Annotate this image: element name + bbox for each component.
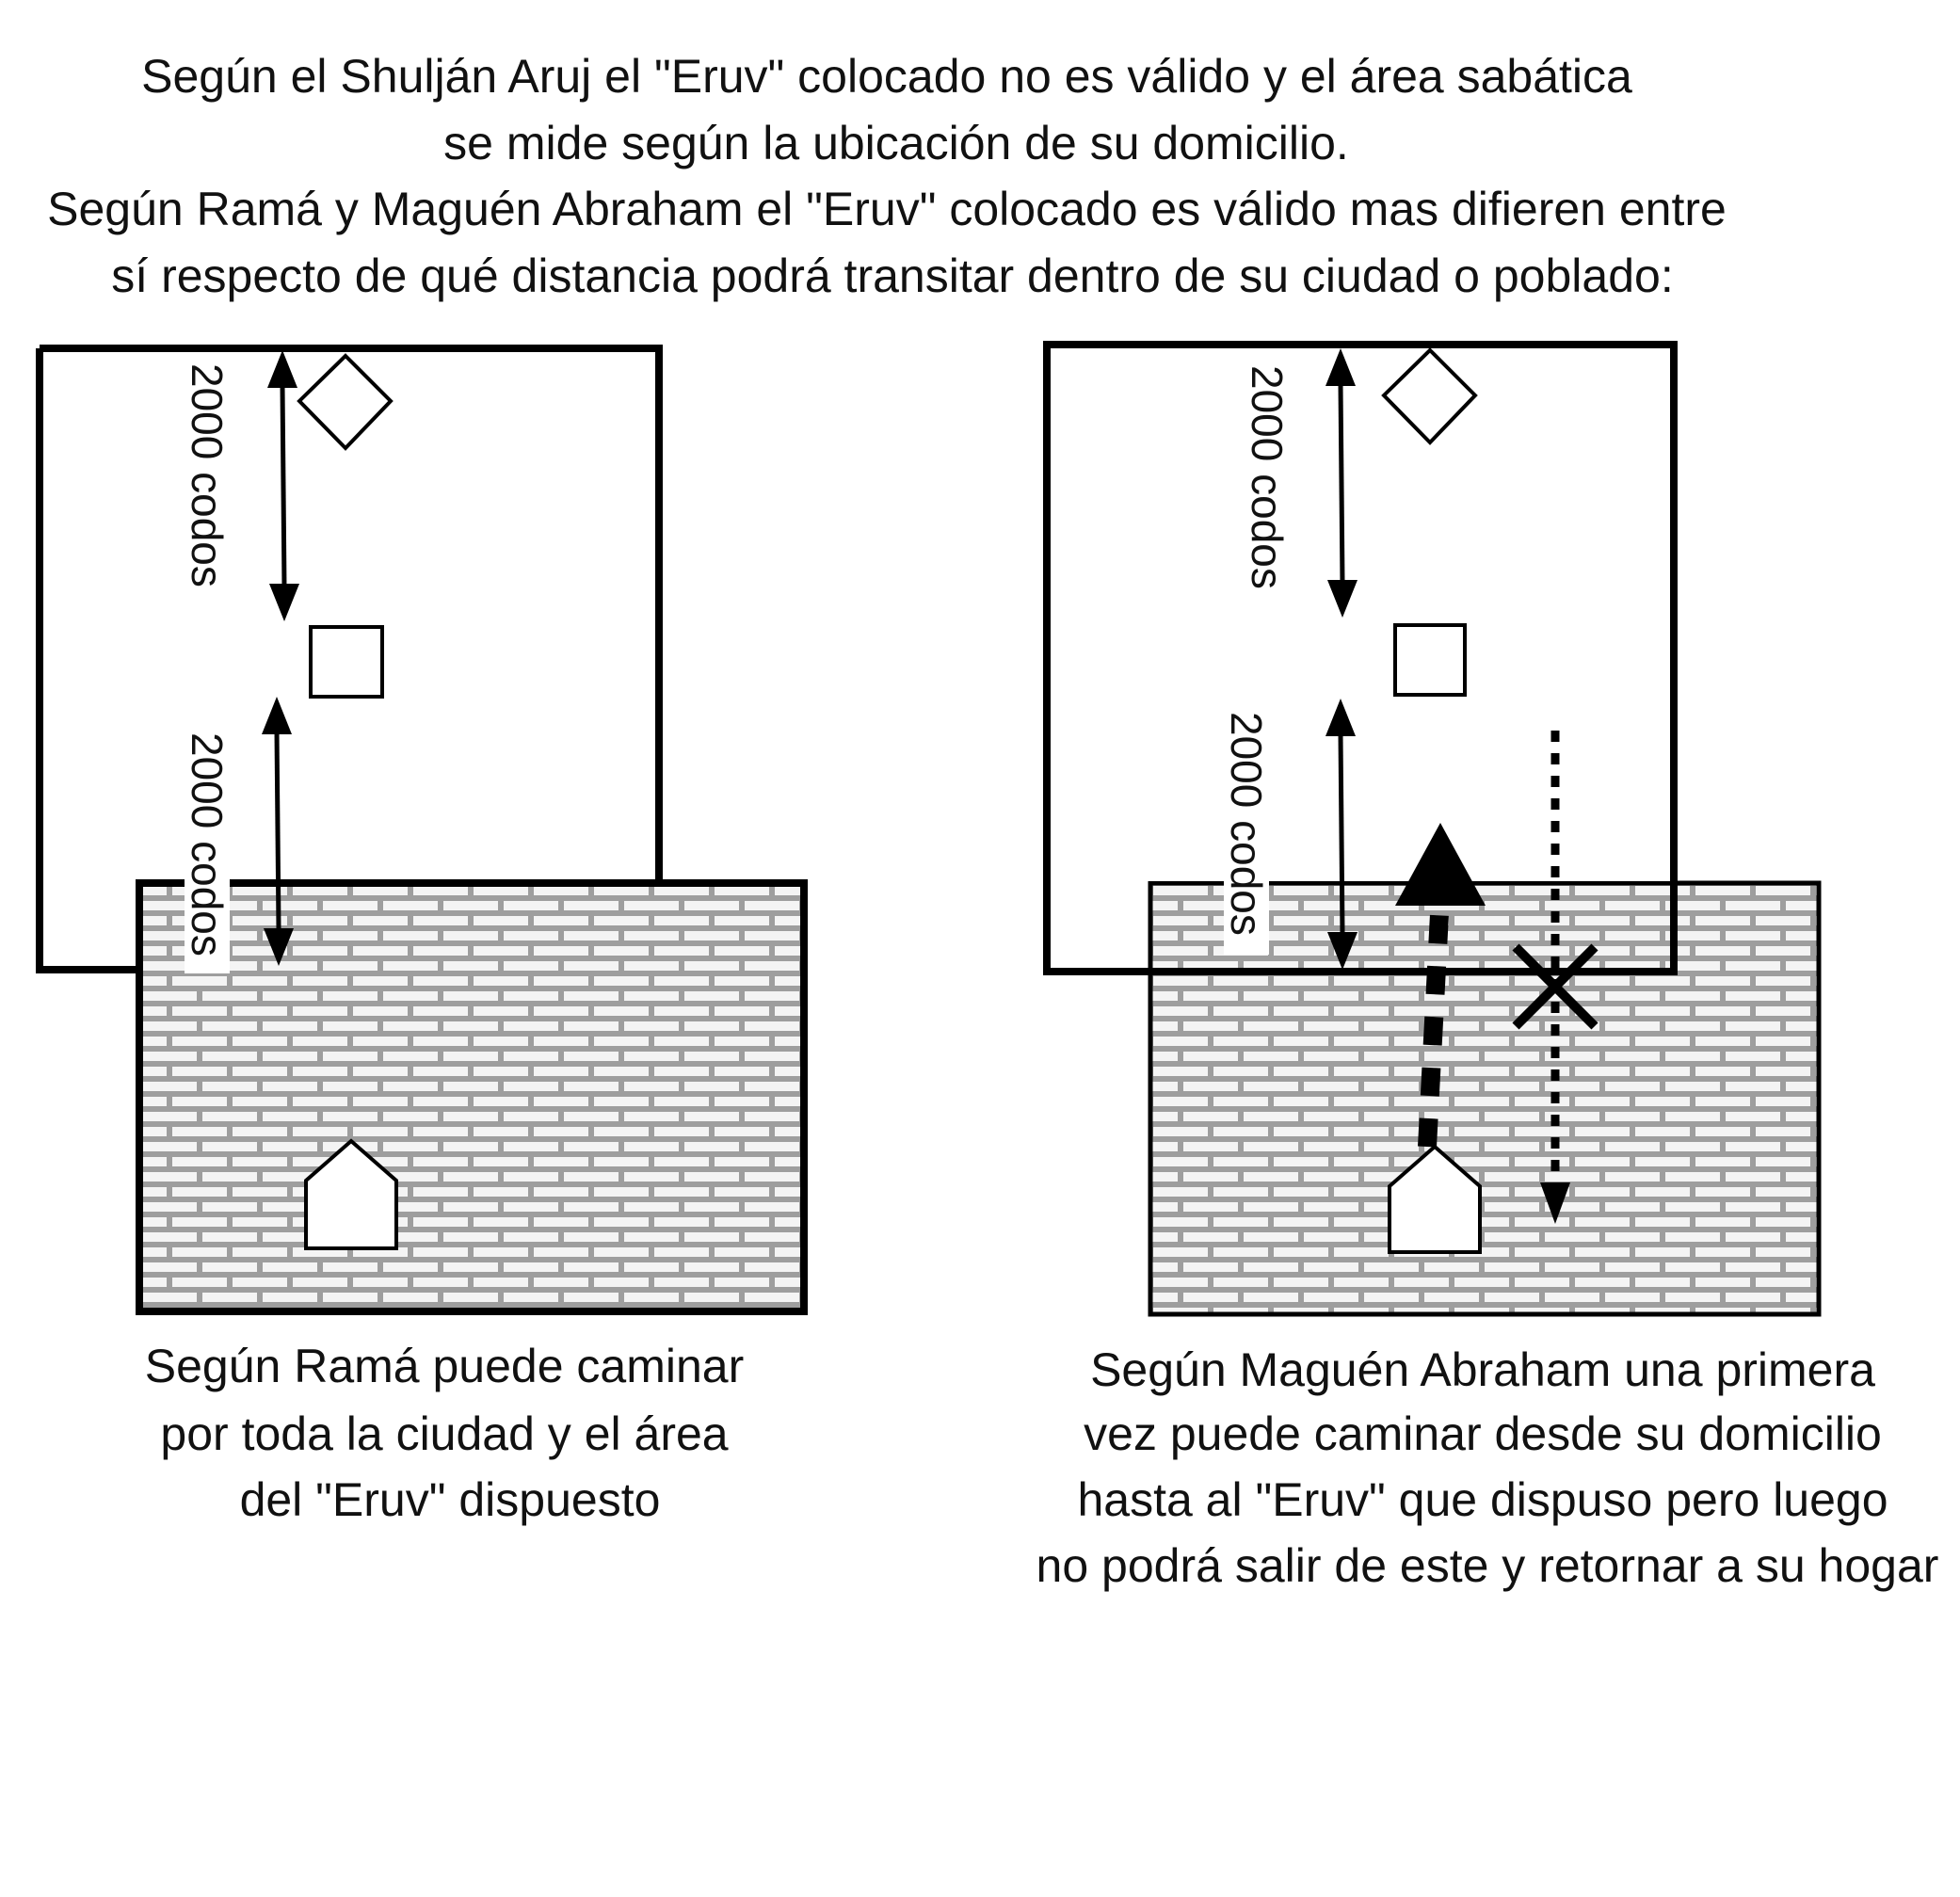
heading-line-2: se mide según la ubicación de su domicil… <box>443 117 1349 169</box>
diamond-icon <box>1381 347 1478 445</box>
left-dimension-label-upper: 2000 codos <box>183 363 232 587</box>
forbidden-path-arrow <box>1540 731 1570 1224</box>
x-mark-icon <box>1512 943 1599 1030</box>
left-eruv-area <box>136 879 808 1315</box>
right-dimension-arrow-upper <box>1325 348 1358 618</box>
right-dimension-label-upper: 2000 codos <box>1243 365 1292 589</box>
right-caption-line-3: hasta al "Eruv" que dispuso pero luego <box>1077 1473 1888 1526</box>
right-eruv-area <box>1148 880 1822 1317</box>
heading-line-4: sí respecto de qué distancia podrá trans… <box>111 249 1673 302</box>
left-dimension-arrow-lower <box>262 697 294 966</box>
right-caption-line-4: no podrá salir de este y retornar a su h… <box>1036 1539 1939 1592</box>
left-dimension-label-lower: 2000 codos <box>183 732 232 957</box>
right-dimension-label-lower: 2000 codos <box>1222 712 1271 936</box>
allowed-path-arrow <box>1395 823 1486 1148</box>
left-panel: 2000 codos 2000 codos Según Ramá puede c… <box>36 345 808 1526</box>
house-icon <box>1388 1144 1482 1254</box>
left-caption-line-3: del "Eruv" dispuesto <box>240 1473 661 1526</box>
left-caption-line-2: por toda la ciudad y el área <box>160 1407 728 1460</box>
left-dimension-arrow-upper <box>267 350 299 621</box>
right-panel: 2000 codos 2000 codos Según Maguén Abrah… <box>1036 341 1939 1592</box>
house-icon <box>304 1138 398 1250</box>
right-dimension-arrow-lower <box>1325 699 1358 970</box>
left-caption-line-1: Según Ramá puede caminar <box>145 1340 745 1392</box>
heading-line-1: Según el Shulján Aruj el "Eruv" colocado… <box>141 50 1632 103</box>
right-caption-line-1: Según Maguén Abraham una primera <box>1090 1343 1875 1396</box>
diamond-icon <box>297 353 394 451</box>
right-city-boundary <box>1043 341 1678 975</box>
heading-block: Según el Shulján Aruj el "Eruv" colocado… <box>47 50 1727 302</box>
square-icon <box>1393 623 1467 697</box>
square-icon <box>309 625 384 699</box>
heading-line-3: Según Ramá y Maguén Abraham el "Eruv" co… <box>47 183 1727 235</box>
right-caption-line-2: vez puede caminar desde su domicilio <box>1084 1407 1882 1460</box>
